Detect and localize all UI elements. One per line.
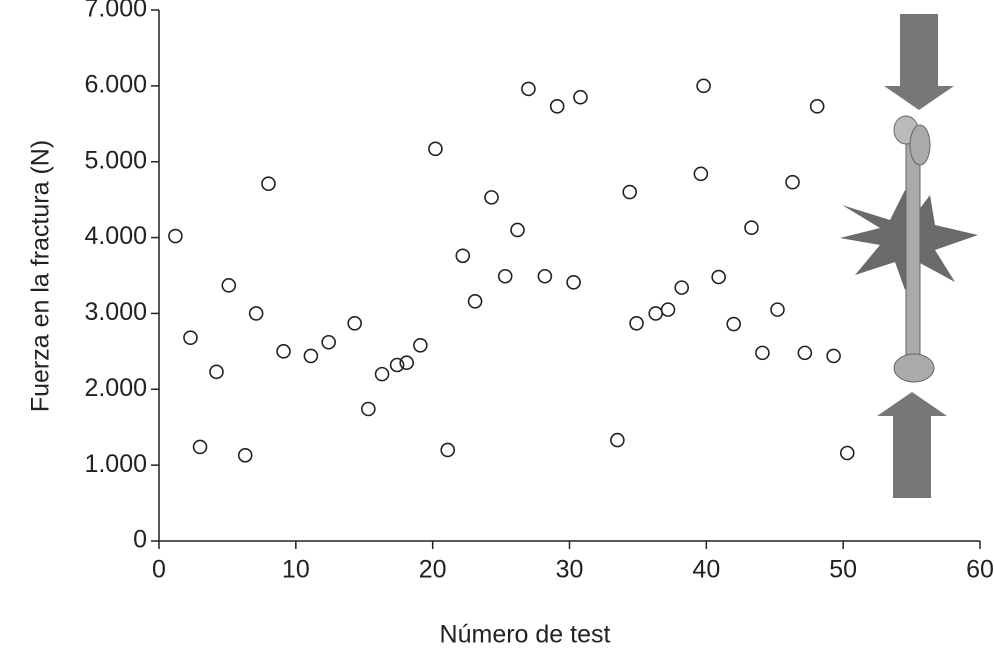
data-point <box>770 302 785 317</box>
data-point <box>484 190 499 205</box>
data-point <box>374 366 390 382</box>
x-tick-label: 50 <box>829 556 857 584</box>
data-point <box>610 432 625 448</box>
y-tick-label: 6.000 <box>84 70 147 98</box>
data-point <box>696 78 711 94</box>
data-point <box>674 280 690 295</box>
data-point <box>826 348 841 364</box>
data-point <box>168 228 183 244</box>
data-point <box>537 268 553 284</box>
data-point <box>726 316 742 332</box>
data-point <box>440 442 456 458</box>
force-arrow-bottom <box>877 392 947 498</box>
data-point <box>566 275 581 290</box>
data-point <box>797 345 813 361</box>
data-point <box>785 174 800 190</box>
y-tick-label: 0 <box>133 526 147 554</box>
data-point <box>573 89 588 105</box>
femur-trochanter <box>909 124 931 166</box>
data-point <box>361 401 376 417</box>
force-arrow-top <box>884 14 954 110</box>
data-point <box>192 439 208 455</box>
data-point <box>744 220 759 236</box>
data-point <box>261 176 276 192</box>
x-tick-label: 10 <box>282 556 310 584</box>
data-point <box>497 268 513 284</box>
data-point <box>809 99 825 114</box>
x-tick-label: 60 <box>966 556 994 584</box>
femur-illustration <box>840 14 978 498</box>
y-tick-label: 2.000 <box>84 374 147 402</box>
data-point <box>622 184 638 200</box>
data-point <box>303 348 319 364</box>
femur-condyles <box>893 353 935 383</box>
data-point <box>221 278 237 293</box>
data-point <box>237 447 253 463</box>
x-axis-label: Número de test <box>440 621 611 649</box>
data-point <box>183 330 198 346</box>
data-point <box>510 222 525 238</box>
data-point <box>549 99 565 114</box>
y-axis-label: Fuerza en la fractura (N) <box>27 140 55 412</box>
x-tick-label: 30 <box>556 556 584 584</box>
data-point <box>428 141 443 157</box>
data-point <box>711 269 726 285</box>
x-tick-label: 0 <box>152 556 166 584</box>
data-point <box>629 315 644 331</box>
y-tick-label: 1.000 <box>84 450 147 478</box>
x-tick-label: 40 <box>692 556 720 584</box>
data-point <box>839 445 855 461</box>
y-tick-label: 5.000 <box>84 146 147 174</box>
data-point <box>276 344 291 359</box>
data-point <box>693 166 709 182</box>
femur-shaft <box>905 139 921 361</box>
data-point <box>321 334 336 350</box>
data-point <box>413 337 428 353</box>
x-tick-label: 20 <box>419 556 447 584</box>
y-tick-label: 3.000 <box>84 298 147 326</box>
data-point <box>248 306 264 321</box>
data-point <box>209 364 224 380</box>
data-point <box>648 306 664 321</box>
y-tick-label: 4.000 <box>84 222 147 250</box>
data-point <box>755 345 770 361</box>
data-point <box>399 355 414 371</box>
data-point <box>467 293 483 309</box>
data-point <box>389 357 405 373</box>
y-tick-label: 7.000 <box>84 0 147 23</box>
data-point <box>455 248 471 264</box>
data-point <box>521 81 536 97</box>
data-point <box>660 302 676 317</box>
data-point <box>347 315 362 331</box>
